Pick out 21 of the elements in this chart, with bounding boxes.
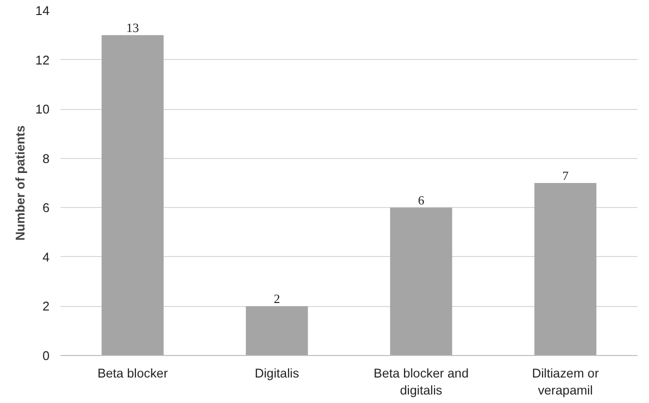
y-tick-label: 4 <box>42 250 50 264</box>
y-tick-label: 10 <box>35 102 50 117</box>
y-tick-label: 14 <box>35 4 50 18</box>
bar <box>246 306 308 356</box>
y-tick-label: 6 <box>42 201 50 216</box>
x-tick-label: Beta blocker and digitalis <box>374 366 469 398</box>
y-tick-label: 0 <box>42 349 50 363</box>
y-tick-label: 12 <box>35 53 50 68</box>
bar <box>390 208 452 356</box>
data-label: 2 <box>274 292 280 306</box>
x-tick-label: Beta blocker <box>97 366 168 380</box>
y-axis-title: Number of patients <box>13 125 28 241</box>
x-tick-label: Diltiazem or verapamil <box>532 366 599 398</box>
y-tick-label: 2 <box>42 300 50 314</box>
data-label: 13 <box>126 21 139 36</box>
y-tick-label: 8 <box>42 152 50 166</box>
x-tick-label: Digitalis <box>254 366 300 380</box>
data-label: 7 <box>562 169 569 183</box>
data-label: 6 <box>418 194 424 208</box>
bar <box>102 35 164 356</box>
bar <box>534 183 596 356</box>
